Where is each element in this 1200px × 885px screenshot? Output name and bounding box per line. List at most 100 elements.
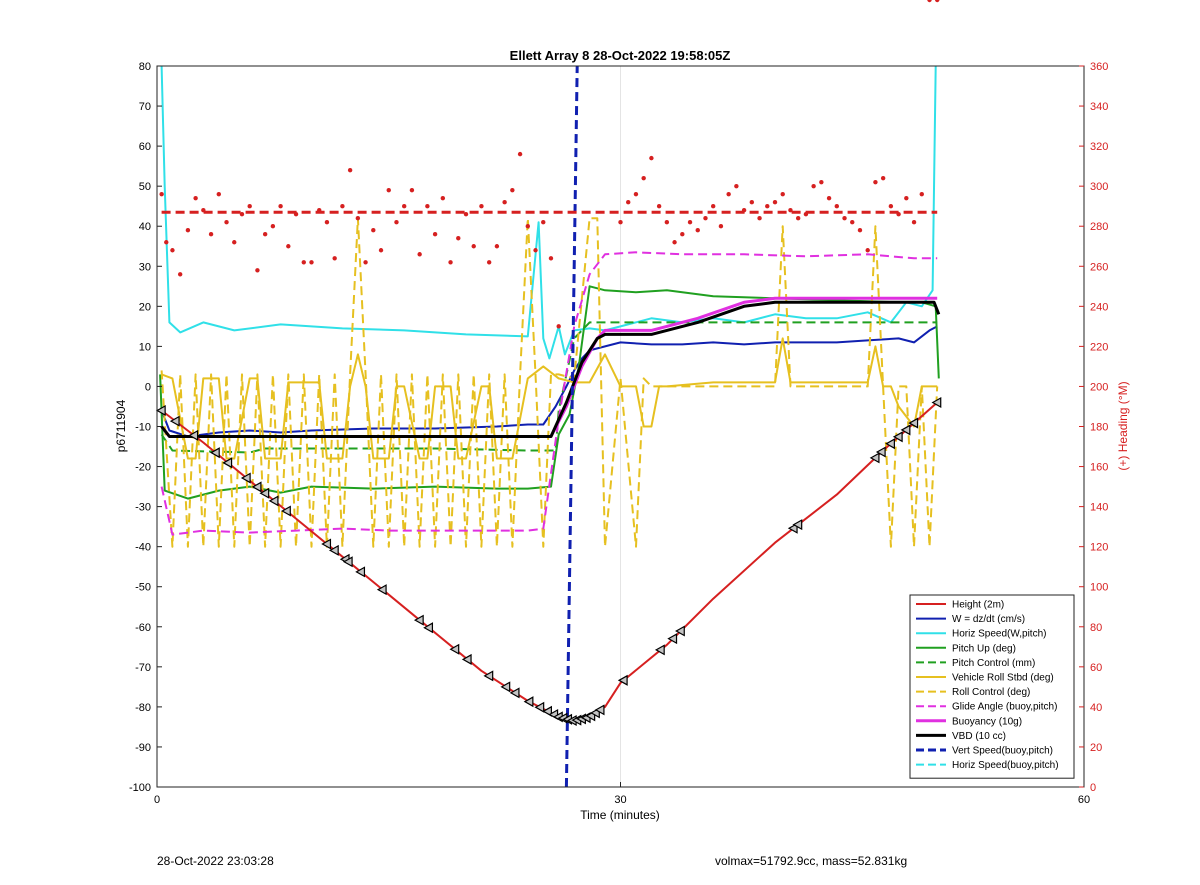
- heading-point: [293, 212, 299, 217]
- left-tick-label: 40: [139, 221, 151, 233]
- legend-label: VBD (10 cc): [952, 731, 1006, 742]
- height-marker: [251, 481, 262, 493]
- left-axis-ticks: -100-90-80-70-60-50-40-30-20-10010203040…: [129, 61, 162, 794]
- heading-point: [232, 240, 237, 245]
- heading-point: [749, 199, 755, 205]
- heading-point: [301, 260, 306, 265]
- heading-point: [347, 167, 353, 173]
- height-marker: [222, 457, 233, 469]
- heading-point: [317, 208, 322, 213]
- heading-point: [626, 199, 631, 205]
- height-marker: [792, 519, 803, 531]
- right-tick-label: 340: [1090, 101, 1108, 113]
- height-marker: [188, 429, 199, 441]
- legend-label: Buoyancy (10g): [952, 716, 1022, 727]
- heading-point: [386, 187, 391, 193]
- x-axis-label: Time (minutes): [580, 808, 660, 822]
- height-marker: [355, 566, 366, 578]
- left-tick-label: -80: [135, 702, 151, 714]
- heading-point: [888, 203, 894, 209]
- right-tick-label: 80: [1090, 622, 1102, 634]
- heading-point: [417, 252, 422, 257]
- heading-point: [780, 191, 785, 197]
- left-tick-label: -100: [129, 782, 151, 794]
- heading-point: [826, 195, 832, 201]
- heading-points: [159, 0, 940, 329]
- heading-point: [170, 248, 175, 253]
- heading-point: [927, 0, 932, 3]
- heading-point: [873, 179, 878, 185]
- heading-point: [935, 0, 940, 3]
- height-marker: [594, 704, 605, 716]
- left-tick-label: -70: [135, 662, 151, 674]
- x-axis-ticks: 0 30 60: [154, 782, 1090, 806]
- height-marker: [342, 556, 353, 568]
- right-tick-label: 300: [1090, 181, 1108, 193]
- heading-point: [247, 203, 252, 209]
- heading-point: [332, 256, 337, 261]
- height-marker: [892, 431, 903, 443]
- heading-point: [309, 260, 314, 265]
- heading-point: [911, 220, 917, 225]
- height-marker: [268, 495, 279, 507]
- right-tick-label: 360: [1090, 61, 1108, 73]
- height-markers: [155, 396, 942, 727]
- series-line-glide-angle-buoy-pitch: [160, 251, 938, 536]
- heading-point: [278, 203, 283, 209]
- heading-point: [803, 212, 809, 217]
- heading-point: [193, 195, 198, 201]
- heading-point: [556, 324, 561, 329]
- series-line-pitch-control-mm: [160, 321, 938, 454]
- heading-point: [517, 151, 523, 157]
- heading-point: [788, 208, 793, 213]
- right-tick-label: 0: [1090, 782, 1096, 794]
- heading-point: [880, 175, 886, 181]
- heading-point: [262, 232, 268, 237]
- legend-label: Vert Speed(buoy,pitch): [952, 746, 1053, 757]
- heading-point: [425, 203, 430, 209]
- right-tick-label: 280: [1090, 221, 1108, 233]
- y-axis-label-right: (+) Heading (°M): [1116, 381, 1130, 470]
- heading-point: [471, 244, 476, 249]
- heading-point: [510, 187, 515, 193]
- left-tick-label: 50: [139, 181, 151, 193]
- heading-point: [765, 203, 770, 209]
- height-marker: [900, 424, 911, 436]
- heading-point: [618, 220, 623, 225]
- heading-point: [255, 268, 260, 273]
- heading-point: [919, 191, 924, 197]
- height-marker: [667, 633, 678, 645]
- y-axis-label-left: p6711904: [114, 399, 128, 452]
- left-tick-label: 30: [139, 261, 151, 273]
- heading-point: [811, 183, 816, 189]
- height-marker: [908, 417, 919, 429]
- heading-point: [548, 256, 554, 261]
- heading-point: [533, 248, 538, 253]
- height-marker: [931, 396, 942, 408]
- x-tick-label: 0: [154, 794, 160, 806]
- left-tick-label: -60: [135, 622, 151, 634]
- right-tick-label: 180: [1090, 422, 1108, 434]
- height-marker: [209, 447, 220, 459]
- left-tick-label: -20: [135, 462, 151, 474]
- heading-point: [208, 232, 214, 237]
- heading-point: [363, 260, 368, 265]
- height-marker: [675, 625, 685, 637]
- height-marker: [523, 696, 534, 708]
- heading-point: [224, 220, 229, 225]
- heading-point: [741, 208, 747, 213]
- left-tick-label: 20: [139, 301, 151, 313]
- heading-point: [649, 155, 654, 161]
- heading-point: [819, 179, 824, 185]
- legend-label: Glide Angle (buoy,pitch): [952, 702, 1057, 713]
- heading-point: [340, 203, 345, 209]
- heading-point: [656, 203, 662, 209]
- height-marker: [413, 614, 424, 626]
- height-marker: [259, 487, 270, 499]
- heading-point: [239, 212, 245, 217]
- heading-point: [795, 216, 801, 221]
- heading-point: [402, 203, 407, 209]
- heading-point: [896, 212, 901, 217]
- heading-point: [324, 220, 330, 225]
